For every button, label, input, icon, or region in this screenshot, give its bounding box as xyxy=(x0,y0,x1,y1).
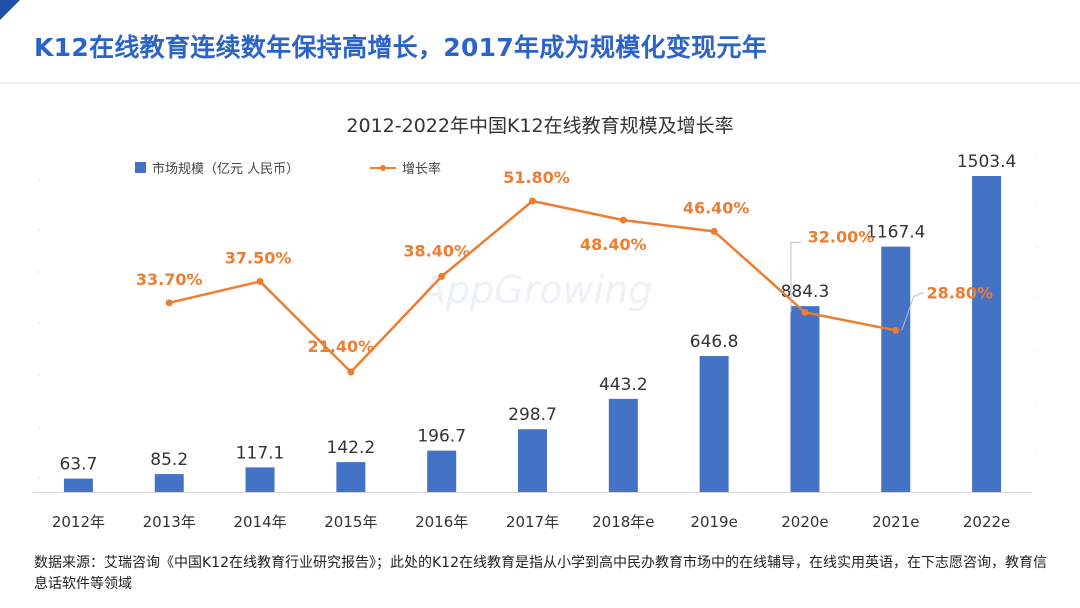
bar-value-label: 298.7 xyxy=(508,405,557,425)
bar xyxy=(790,306,820,492)
bar-value-label: 117.1 xyxy=(236,443,285,463)
x-tick-label: 2021e xyxy=(872,513,919,531)
growth-rate-label: 48.40% xyxy=(580,235,647,254)
bar-value-label: 884.3 xyxy=(781,282,830,302)
bar xyxy=(245,467,275,492)
growth-rate-label: 51.80% xyxy=(503,168,570,187)
growth-rate-label: 37.50% xyxy=(225,248,292,267)
growth-rate-label: 28.80% xyxy=(926,283,993,302)
legend-line-swatch xyxy=(370,164,396,171)
corner-accent xyxy=(0,0,20,20)
bar xyxy=(518,429,547,492)
bar xyxy=(699,356,729,492)
x-tick-label: 2013年 xyxy=(143,513,196,531)
bar xyxy=(63,478,93,492)
bar-value-label: 1167.4 xyxy=(866,223,925,243)
legend-line-label: 增长率 xyxy=(402,162,442,177)
bar xyxy=(881,246,911,492)
growth-rate-label: 32.00% xyxy=(808,227,875,246)
bar xyxy=(972,176,1002,492)
growth-rate-point xyxy=(529,197,536,205)
chart-title: 2012-2022年中国K12在线教育规模及增长率 xyxy=(346,115,734,137)
growth-rate-label: 33.70% xyxy=(136,270,203,289)
x-tick-label: 2020e xyxy=(781,513,828,531)
x-tick-label: 2018年e xyxy=(592,513,654,531)
growth-rate-point xyxy=(710,227,718,235)
x-tick-label: 2017年 xyxy=(506,513,559,531)
growth-rate-point xyxy=(256,277,264,285)
bar-value-label: 443.2 xyxy=(599,375,648,395)
bar-value-label: 63.7 xyxy=(59,455,97,475)
label-leader-line xyxy=(901,291,924,331)
legend-item-bar: 市场规模（亿元 人民币） xyxy=(135,158,299,177)
bar xyxy=(154,474,184,492)
growth-rate-point xyxy=(347,368,355,376)
slide-title: K12在线教育连续数年保持高增长，2017年成为规模化变现元年 xyxy=(34,33,768,62)
x-tick-label: 2016年 xyxy=(415,513,468,531)
legend-bar-label: 市场规模（亿元 人民币） xyxy=(152,162,300,177)
bar xyxy=(608,398,638,492)
bar-value-label: 196.7 xyxy=(417,427,466,447)
bar-value-label: 646.8 xyxy=(690,332,739,352)
x-tick-label: 2015年 xyxy=(324,513,377,531)
bar-value-label: 1503.4 xyxy=(957,152,1016,172)
bar xyxy=(336,462,366,492)
growth-rate-label: 38.40% xyxy=(403,241,470,260)
bar-value-label: 85.2 xyxy=(150,450,188,470)
bar xyxy=(427,450,457,492)
growth-rate-point xyxy=(619,216,627,224)
legend-bar-swatch xyxy=(135,162,146,173)
legend-item-line: 增长率 xyxy=(370,158,441,177)
x-tick-label: 2022e xyxy=(963,513,1010,531)
x-tick-label: 2014年 xyxy=(233,513,286,531)
x-tick-label: 2012年 xyxy=(52,513,105,531)
growth-rate-point xyxy=(438,272,446,280)
growth-rate-point xyxy=(801,308,809,316)
source-note: 数据来源：艾瑞咨询《中国K12在线教育行业研究报告》；此处的K12在线教育是指从… xyxy=(34,555,1047,592)
growth-rate-label: 21.40% xyxy=(308,337,375,356)
growth-rate-label: 46.40% xyxy=(683,198,750,217)
growth-rate-point xyxy=(165,299,173,307)
x-tick-label: 2019e xyxy=(690,513,737,531)
bar-value-label: 142.2 xyxy=(327,438,376,458)
growth-rate-point xyxy=(892,326,900,334)
watermark: AppGrowing xyxy=(420,268,653,312)
title-divider xyxy=(0,82,1080,84)
label-leader-line xyxy=(790,241,801,313)
